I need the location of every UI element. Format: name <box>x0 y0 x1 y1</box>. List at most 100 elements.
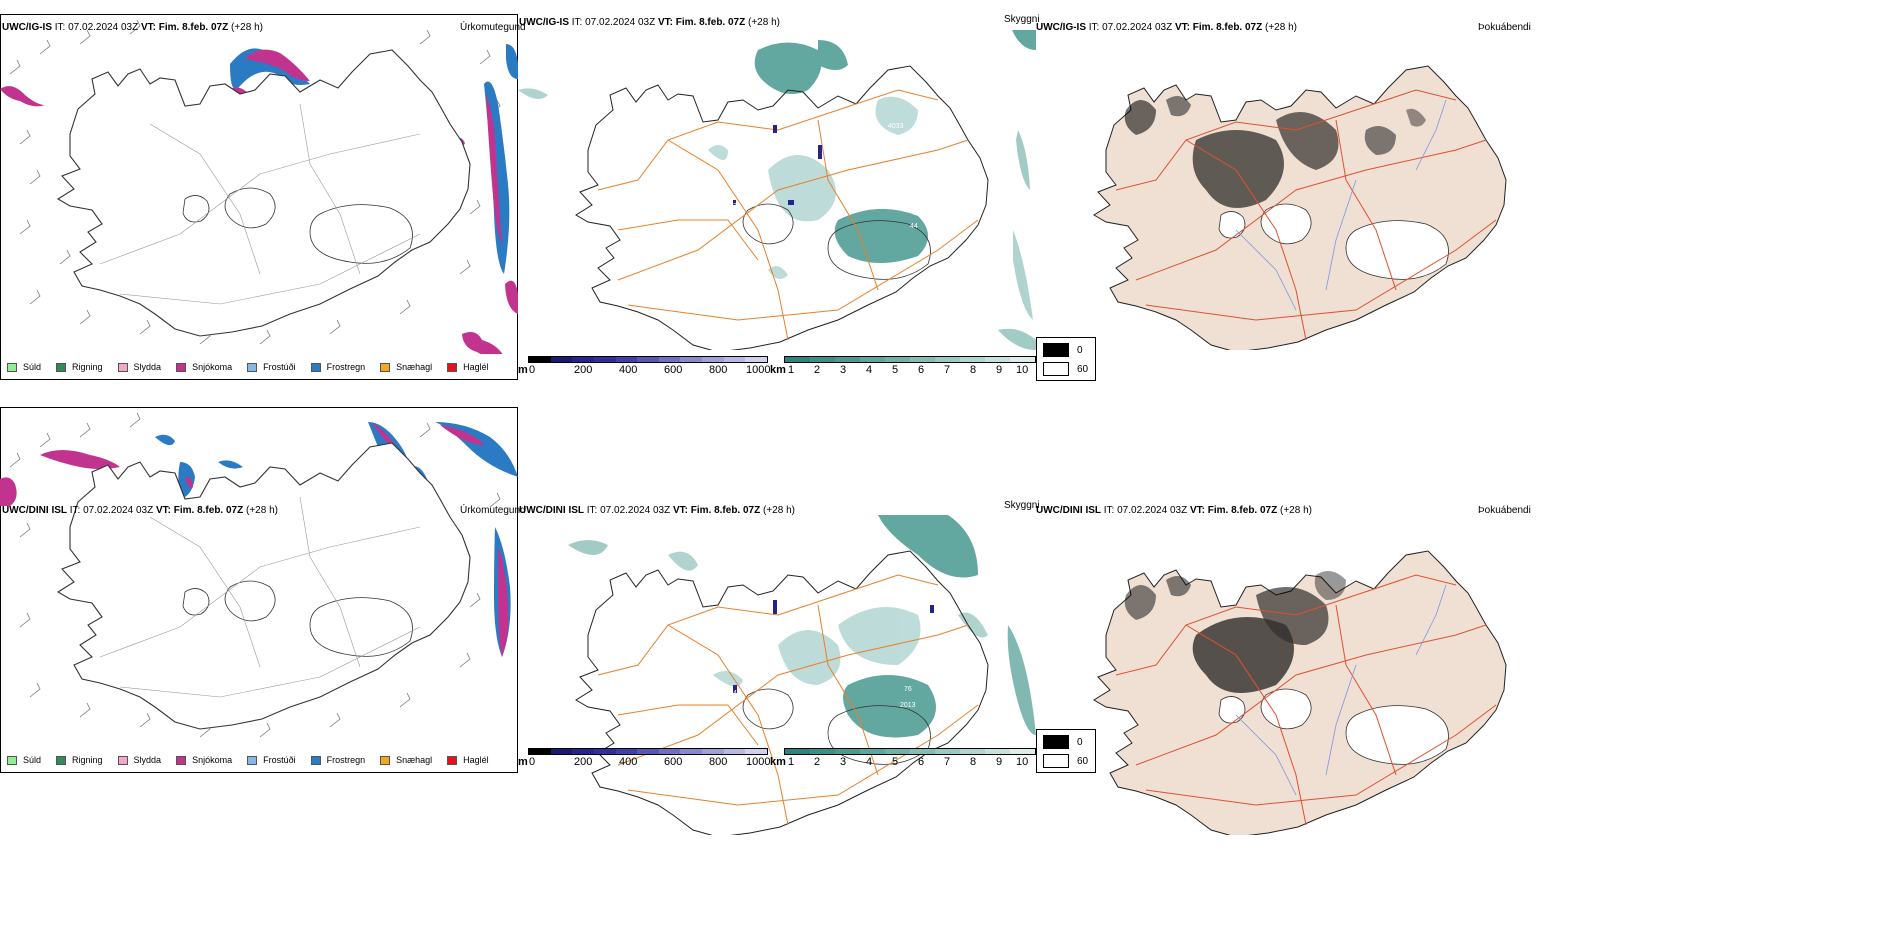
legend-item-frostudi: Frostúði <box>247 755 296 765</box>
row1-fog-title: Þokuábendi <box>1478 22 1531 33</box>
fog-roads <box>1115 89 1497 341</box>
km-colorbar-row <box>784 356 1036 363</box>
row1-fog-header: UWC/IG-IS IT: 07.02.2024 03Z VT: Fim. 8.… <box>1036 22 1297 33</box>
vis-light-areas <box>708 96 918 279</box>
row2-precip-title: Úrkomutegund <box>460 505 526 516</box>
fog-legend-swatch <box>1043 343 1069 357</box>
legend-item-slydda: Slydda <box>117 362 161 372</box>
vis-fog-areas <box>518 30 1036 350</box>
km-tick: 5 <box>892 364 899 376</box>
km-tick: 1 <box>788 756 795 768</box>
row2-vis-title: Skyggni <box>1004 500 1040 511</box>
km-unit: km <box>770 756 786 768</box>
precip-map <box>0 19 518 354</box>
row2-m-colorbar: m 0 200 400 600 800 1000 <box>518 748 771 768</box>
m-tick: 0 <box>529 364 536 376</box>
legend-swatch <box>176 362 187 372</box>
vis-label: 4033 <box>888 123 904 130</box>
m-tick: 600 <box>664 756 683 768</box>
row2-fog-header: UWC/DINI ISL IT: 07.02.2024 03Z VT: Fim.… <box>1036 505 1312 516</box>
m-colorbar-row <box>528 748 768 755</box>
legend-item-slydda: Slydda <box>117 755 161 765</box>
fog-roads <box>1115 574 1497 826</box>
km-colorbar-row <box>784 748 1036 755</box>
legend-swatch <box>380 755 391 765</box>
legend-swatch <box>310 755 321 765</box>
fog-legend-row: 60 <box>1043 362 1088 376</box>
m-tick: 1000 <box>746 364 771 376</box>
km-unit: km <box>770 364 786 376</box>
km-tick: 7 <box>944 756 951 768</box>
fog-legend-swatch <box>1043 754 1069 768</box>
km-tick: 9 <box>996 756 1003 768</box>
legend-item-snjokoma: Snjókoma <box>176 362 232 372</box>
vis-label: 673 <box>853 660 865 667</box>
legend-swatch <box>310 362 321 372</box>
legend-item-snaehagl: Snæhagl <box>380 362 432 372</box>
vis-label: 42 <box>733 690 741 697</box>
row2-km-colorbar: km 1 2 3 4 5 6 7 8 9 10 <box>770 748 1036 768</box>
row2-vis-header: UWC/DINI ISL IT: 07.02.2024 03Z VT: Fim.… <box>519 505 795 516</box>
km-tick: 10 <box>1016 756 1029 768</box>
km-tick: 1 <box>788 364 795 376</box>
legend-swatch <box>176 755 187 765</box>
row1-vis-panel: 3 4033 44 <box>518 30 1036 350</box>
vis-fog-areas <box>568 515 1036 738</box>
row2-precip-panel: Súld Rigning Slydda Snjókoma Frostúði Fr… <box>0 407 518 773</box>
km-tick: 10 <box>1016 364 1029 376</box>
vis-map: 673 42 76 2013 <box>568 515 1036 835</box>
km-tick: 9 <box>996 364 1003 376</box>
m-tick: 400 <box>619 364 638 376</box>
fog-dark-areas <box>1124 571 1346 693</box>
km-tick: 3 <box>840 364 847 376</box>
legend-item-haglel: Haglél <box>447 755 489 765</box>
vis-label: 44 <box>910 223 918 230</box>
precip-map <box>0 412 518 738</box>
fog-legend-row: 0 <box>1043 735 1083 749</box>
row2-precip-header: UWC/DINI ISL IT: 07.02.2024 03Z VT: Fim.… <box>2 505 278 516</box>
vis-label: 3 <box>733 203 737 210</box>
fog-map <box>1093 65 1507 350</box>
vis-roads <box>597 574 979 826</box>
km-tick: 8 <box>970 756 977 768</box>
row1-precip-panel: Súld Rigning Slydda Snjókoma Frostúði Fr… <box>0 14 518 380</box>
m-tick: 800 <box>709 756 728 768</box>
row1-vis-title: Skyggni <box>1004 14 1040 25</box>
row1-precip-title: Úrkomutegund <box>460 22 526 33</box>
km-tick: 4 <box>866 364 873 376</box>
legend-item-snjokoma: Snjókoma <box>176 755 232 765</box>
legend-swatch <box>56 755 67 765</box>
km-tick: 2 <box>814 364 821 376</box>
vis-label: 2013 <box>900 702 916 709</box>
m-tick: 200 <box>574 756 593 768</box>
fog-legend-row: 60 <box>1043 754 1088 768</box>
fog-legend-swatch <box>1043 362 1069 376</box>
legend-item-rigning: Rigning <box>56 755 103 765</box>
legend-swatch <box>247 362 258 372</box>
row1-m-colorbar: m 0 200 400 600 800 1000 <box>518 356 771 376</box>
km-tick: 3 <box>840 756 847 768</box>
precip-legend: Súld Rigning Slydda Snjókoma Frostúði Fr… <box>0 355 497 379</box>
roads <box>99 103 421 305</box>
fog-map <box>1093 550 1507 835</box>
m-unit: m <box>518 364 528 376</box>
m-tick: 1000 <box>746 756 771 768</box>
legend-swatch <box>56 362 67 372</box>
km-tick: 6 <box>918 364 925 376</box>
row2-fog-legend: 0 60 <box>1036 729 1096 773</box>
fog-legend-row: 0 <box>1043 343 1083 357</box>
row1-precip-header: UWC/IG-IS IT: 07.02.2024 03Z VT: Fim. 8.… <box>2 22 263 33</box>
legend-item-snaehagl: Snæhagl <box>380 755 432 765</box>
vis-label: 76 <box>904 686 912 693</box>
fog-rivers <box>1235 99 1447 311</box>
vis-map: 3 4033 44 <box>518 30 1036 350</box>
m-tick: 0 <box>529 756 536 768</box>
row2-fog-panel <box>1036 515 1554 835</box>
km-tick: 4 <box>866 756 873 768</box>
m-tick: 200 <box>574 364 593 376</box>
legend-item-rigning: Rigning <box>56 362 103 372</box>
km-tick: 2 <box>814 756 821 768</box>
m-colorbar-row <box>528 356 768 363</box>
legend-item-sudl: Súld <box>7 755 41 765</box>
m-tick: 600 <box>664 364 683 376</box>
